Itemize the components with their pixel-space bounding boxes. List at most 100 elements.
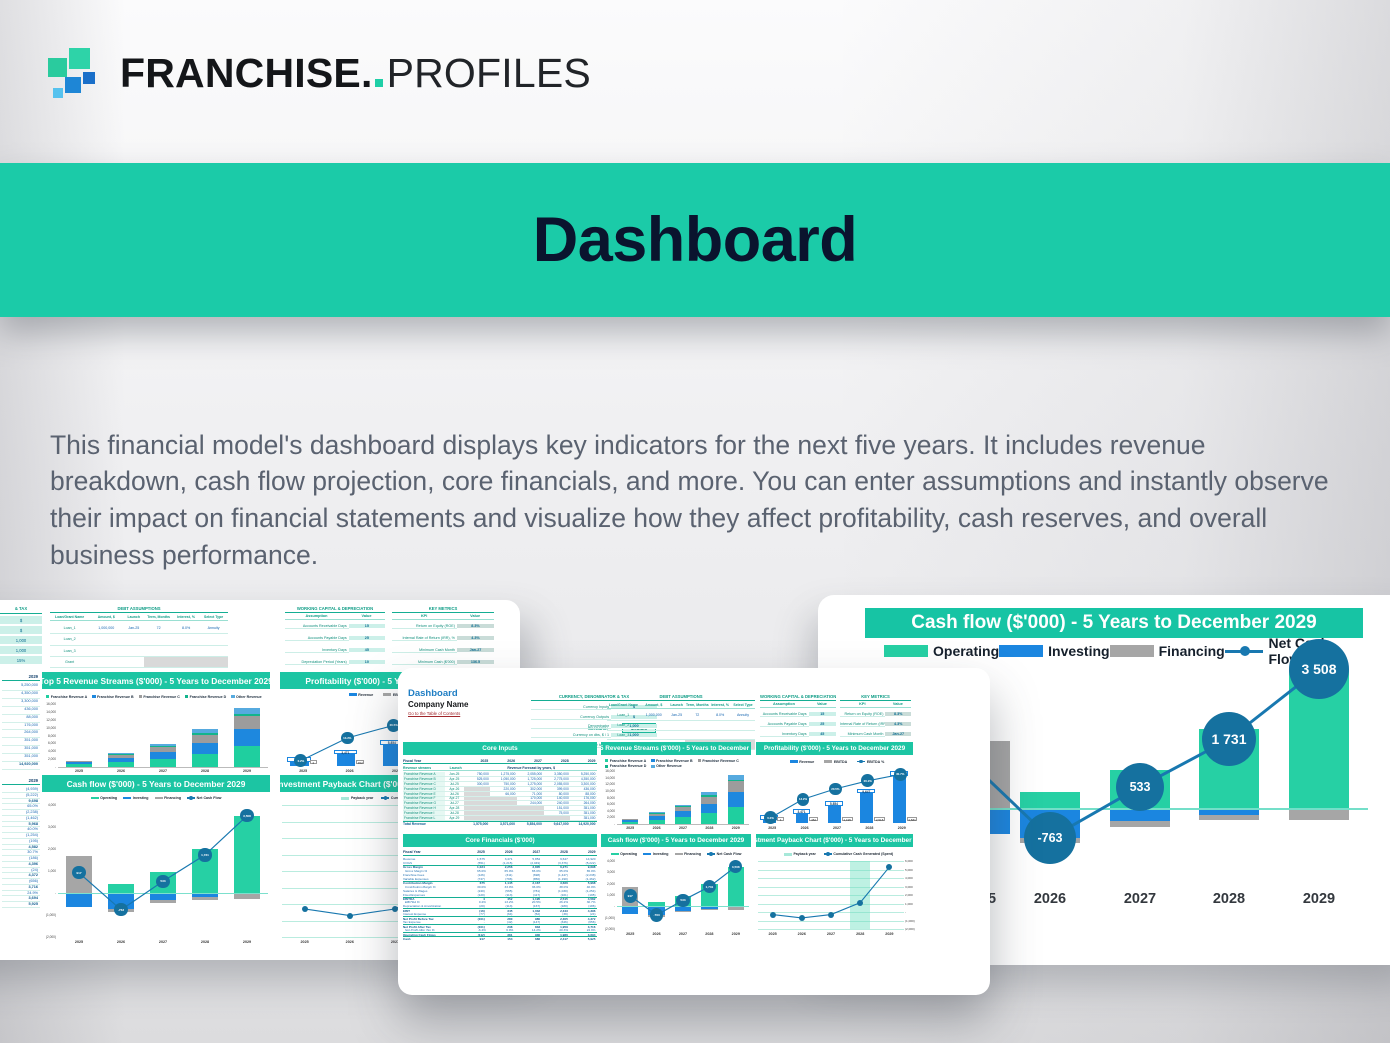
screenshot-dashboard-center[interactable]: Dashboard Company Name Go to the Table o… bbox=[398, 668, 990, 995]
cell: 80,000 bbox=[543, 792, 571, 797]
cell: 264,000 bbox=[2, 730, 40, 739]
section-header: Core Inputs bbox=[403, 742, 597, 755]
column-header: 2026 bbox=[507, 758, 516, 763]
x-tick-label: 2026 bbox=[652, 826, 661, 830]
cell: 1,575,000 bbox=[473, 822, 489, 827]
row-label: Cash bbox=[403, 936, 411, 941]
column-header: Launch bbox=[449, 765, 462, 770]
cell: Apr-26 bbox=[445, 787, 464, 792]
bar-segment bbox=[108, 757, 134, 762]
cell bbox=[685, 731, 710, 741]
cell: (113) bbox=[505, 892, 513, 897]
legend-item: Revenue bbox=[348, 693, 373, 697]
gridline bbox=[758, 861, 904, 862]
cell: 264,000 bbox=[570, 801, 597, 807]
y-tick-label: 4,000 bbox=[607, 808, 615, 813]
cell: (147) bbox=[532, 920, 541, 925]
cell: 71,000 bbox=[516, 792, 544, 797]
table-row: Cash 917 154 686 2,417 5,925 bbox=[403, 936, 597, 941]
pct-bubble: 20.5% bbox=[387, 718, 401, 732]
table-row: Minimum Cash Month Jan-27 bbox=[392, 645, 494, 657]
x-tick-label: 2026 bbox=[1033, 891, 1067, 907]
y-tick-label: 6,000 bbox=[607, 802, 615, 807]
row-value: 8.3% bbox=[885, 711, 911, 717]
x-tick-label: 2027 bbox=[158, 939, 168, 944]
cell: 3,666 bbox=[560, 881, 568, 886]
cell: 1,050,000 bbox=[490, 777, 517, 782]
cell: 40.0% bbox=[2, 827, 40, 834]
legend-label: EBITDA % bbox=[866, 759, 885, 764]
cell: 65.0% bbox=[2, 804, 40, 811]
cell bbox=[199, 634, 228, 646]
cell: 65.0% bbox=[586, 868, 596, 873]
ebitda-value-label: 452 bbox=[356, 760, 365, 765]
data-point bbox=[301, 905, 308, 912]
y-tick-label: - bbox=[613, 904, 615, 909]
y-tick-label: 2,000 bbox=[48, 757, 56, 762]
bar-segment bbox=[648, 813, 665, 817]
gridline bbox=[758, 903, 904, 905]
bar-segment bbox=[66, 764, 92, 767]
table-header-row: Loan/Grant Name Amount, $ Launch Term, Mont… bbox=[50, 614, 228, 621]
bar-segment bbox=[648, 812, 665, 814]
cell: 3,716 bbox=[587, 924, 596, 929]
bar bbox=[860, 791, 874, 823]
cell: (1,254) bbox=[2, 833, 40, 839]
table-row: Minimum Cash Month Jan-27 bbox=[840, 730, 911, 740]
bar-segment bbox=[65, 894, 92, 908]
cell bbox=[463, 801, 491, 807]
brand-logo[interactable]: FRANCHISE. PROFILES bbox=[48, 44, 591, 102]
row-label: Tax Expense bbox=[403, 920, 421, 925]
legend-label: Financing bbox=[684, 852, 702, 856]
row-label: Minimum Cash Month bbox=[840, 732, 886, 738]
brand-name-bold: FRANCHISE. bbox=[120, 49, 373, 96]
cell: (101) bbox=[477, 916, 485, 921]
row-label: Minimum Cash Month bbox=[392, 648, 457, 653]
table-row: Depreciation Period (Years)10 bbox=[285, 656, 385, 668]
table-row: Accounts Payable Days 25 bbox=[760, 719, 836, 729]
bar-segment bbox=[192, 753, 218, 767]
cell: 436,000 bbox=[570, 787, 597, 792]
legend-label: Operating bbox=[100, 796, 118, 800]
row-label: Total Revenue bbox=[403, 822, 426, 827]
pct-bubble: 13.2% bbox=[796, 792, 810, 806]
column-header: KPI bbox=[420, 614, 428, 618]
legend-line-icon bbox=[707, 852, 716, 856]
x-tick-label: 2026 bbox=[345, 769, 354, 773]
y-tick-label: - bbox=[905, 910, 907, 914]
tax-section: & TAX $ $1,000 1,000 15% bbox=[0, 606, 42, 668]
cell: 1,725,000 bbox=[516, 777, 544, 782]
ebitda-value-label: 2,515 bbox=[874, 817, 885, 822]
row-label: Currency Outputs bbox=[531, 715, 612, 720]
y-tick-label: 3,000 bbox=[48, 825, 56, 829]
net-bubble: 533 bbox=[676, 893, 690, 907]
cell: (195) bbox=[2, 839, 40, 845]
row-label: Currency Inputs bbox=[531, 705, 612, 711]
cell: (195) bbox=[588, 892, 596, 897]
column-header: Value bbox=[816, 702, 827, 706]
legend-item: Operating bbox=[884, 643, 999, 659]
section-title: KEY METRICS bbox=[840, 694, 911, 701]
cell: 3,694 bbox=[587, 932, 596, 937]
bar-segment bbox=[192, 742, 218, 754]
table-header-row: Revenue streams Launch Revenue Forecast by… bbox=[403, 765, 597, 771]
bar-segment bbox=[622, 818, 639, 820]
y-tick-label: 10,000 bbox=[46, 725, 56, 730]
cell: 381 bbox=[507, 932, 513, 937]
section-header: Investment Payback Chart ($'000) - 5 Yea… bbox=[756, 834, 913, 847]
cell: Annuity bbox=[199, 623, 228, 635]
legend-label: Financing bbox=[1158, 643, 1225, 659]
bar-segment bbox=[192, 729, 218, 733]
chart-legend: Franchise Revenue A Franchise Revenue B Fr… bbox=[46, 691, 268, 702]
bar-segment bbox=[108, 761, 134, 767]
table-row: Operating Cash Flows (112) 381 930 1,986 3,69… bbox=[403, 932, 597, 937]
column-header: Amount, $ bbox=[97, 615, 115, 619]
legend-dot-icon bbox=[1239, 646, 1250, 656]
legend-label: Operating bbox=[620, 852, 638, 856]
row-label: Net Profit Before Tax bbox=[403, 916, 434, 921]
bar-segment bbox=[150, 752, 176, 759]
cell: (113) bbox=[505, 904, 513, 909]
row-value: 45 bbox=[348, 647, 385, 653]
cell: 240,000 bbox=[543, 801, 571, 807]
